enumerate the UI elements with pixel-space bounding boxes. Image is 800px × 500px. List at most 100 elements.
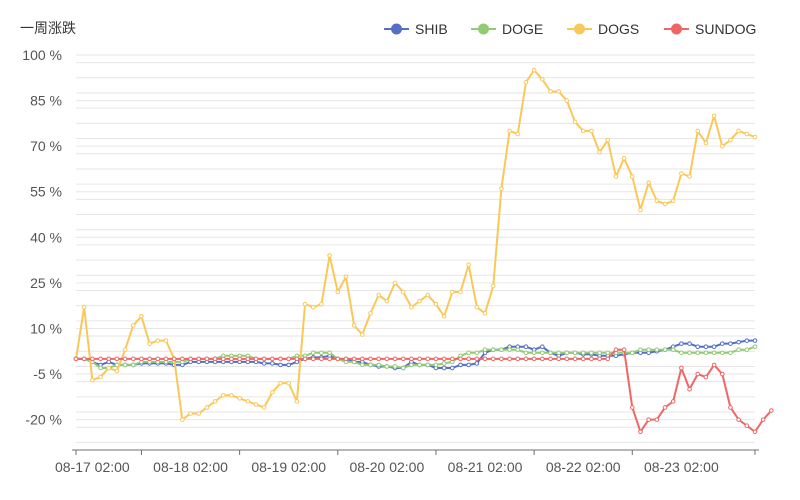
- data-point-doge: [728, 350, 733, 356]
- data-point-doge: [474, 350, 480, 356]
- data-point-dogs: [270, 389, 275, 395]
- data-point-shib: [719, 341, 725, 346]
- data-point-sundog: [670, 399, 676, 404]
- y-tick-label: -5 %: [33, 366, 62, 382]
- data-point-sundog: [351, 356, 357, 362]
- data-point-dogs: [106, 365, 112, 371]
- data-point-dogs: [409, 304, 414, 310]
- data-point-doge: [687, 350, 692, 356]
- data-point-shib: [523, 344, 529, 349]
- data-point-dogs: [122, 347, 128, 353]
- data-point-sundog: [474, 356, 480, 362]
- x-tick-label: 08-18 02:00: [153, 459, 228, 475]
- data-point-dogs: [392, 280, 398, 286]
- data-point-sundog: [744, 423, 750, 428]
- data-point-doge: [744, 347, 750, 353]
- data-point-sundog: [171, 356, 177, 362]
- data-point-dogs: [523, 80, 529, 85]
- data-point-dogs: [613, 174, 619, 179]
- data-point-shib: [466, 362, 471, 368]
- data-point-sundog: [482, 356, 488, 362]
- data-point-sundog: [417, 356, 422, 362]
- data-point-doge: [98, 365, 103, 371]
- legend-marker: [574, 23, 585, 35]
- data-point-dogs: [736, 128, 741, 134]
- data-point-dogs: [572, 119, 578, 125]
- y-tick-label: 40 %: [30, 229, 62, 245]
- data-point-dogs: [188, 411, 193, 416]
- data-point-dogs: [589, 128, 594, 134]
- data-point-sundog: [662, 405, 668, 410]
- data-point-doge: [703, 350, 709, 356]
- data-point-shib: [695, 344, 701, 349]
- data-point-doge: [490, 347, 496, 353]
- data-point-doge: [433, 362, 439, 368]
- data-point-dogs: [147, 341, 152, 346]
- data-point-dogs: [335, 289, 341, 295]
- data-point-doge: [310, 350, 316, 356]
- data-point-sundog: [499, 356, 504, 362]
- data-point-dogs: [368, 310, 373, 316]
- legend-label: DOGE: [502, 21, 543, 37]
- data-point-dogs: [662, 201, 668, 207]
- data-point-dogs: [417, 298, 422, 304]
- data-point-dogs: [425, 292, 431, 298]
- data-point-sundog: [376, 356, 381, 362]
- data-point-sundog: [98, 356, 103, 362]
- data-point-shib: [540, 344, 545, 349]
- data-point-dogs: [679, 171, 684, 176]
- data-point-sundog: [736, 417, 741, 422]
- data-point-sundog: [106, 356, 112, 362]
- data-point-sundog: [572, 356, 578, 362]
- data-point-dogs: [319, 301, 324, 307]
- data-point-sundog: [360, 356, 365, 362]
- data-point-doge: [679, 350, 684, 356]
- data-point-shib: [703, 344, 709, 349]
- axis-layer: 一周涨跌 100 % 85 % 70 % 55 % 40 % 25 % 10 % -5 % -2…: [20, 20, 759, 475]
- data-point-sundog: [114, 356, 120, 362]
- data-point-sundog: [368, 356, 373, 362]
- legend-item-sundog[interactable]: SUNDOG: [664, 21, 756, 37]
- data-point-shib: [458, 362, 463, 368]
- data-point-sundog: [425, 356, 431, 362]
- data-point-doge: [392, 364, 398, 369]
- data-point-sundog: [81, 356, 87, 362]
- data-point-doge: [572, 350, 578, 356]
- data-point-doge: [360, 362, 365, 368]
- legend-marker: [478, 23, 489, 35]
- data-point-dogs: [351, 323, 357, 328]
- data-point-doge: [605, 350, 611, 356]
- data-point-doge: [384, 364, 390, 369]
- data-point-dogs: [580, 128, 586, 134]
- data-point-dogs: [695, 128, 701, 134]
- data-point-dogs: [310, 304, 316, 310]
- data-point-doge: [629, 350, 635, 356]
- data-point-shib: [736, 339, 741, 345]
- data-point-sundog: [548, 356, 553, 362]
- data-point-sundog: [466, 356, 471, 362]
- data-point-sundog: [450, 356, 455, 362]
- data-point-dogs: [400, 289, 406, 295]
- data-point-doge: [752, 344, 758, 349]
- data-point-dogs: [376, 292, 381, 298]
- data-point-sundog: [188, 356, 193, 362]
- legend-item-dogs[interactable]: DOGS: [567, 21, 639, 37]
- data-point-dogs: [212, 399, 218, 404]
- data-point-sundog: [695, 371, 701, 377]
- data-point-dogs: [744, 131, 750, 137]
- data-point-dogs: [490, 283, 496, 289]
- data-point-sundog: [343, 356, 349, 362]
- legend: SHIB DOGE DOGS SUNDOG: [384, 21, 756, 37]
- data-point-dogs: [621, 156, 627, 161]
- x-tick-label: 08-22 02:00: [546, 459, 621, 475]
- data-point-dogs: [719, 143, 725, 149]
- data-point-sundog: [621, 347, 627, 353]
- data-point-dogs: [564, 98, 570, 103]
- y-tick-label: 100 %: [22, 47, 62, 63]
- legend-item-doge[interactable]: DOGE: [471, 21, 543, 37]
- data-point-sundog: [73, 356, 79, 362]
- legend-item-shib[interactable]: SHIB: [384, 21, 448, 37]
- y-tick-label: 85 %: [30, 93, 62, 109]
- data-point-doge: [376, 362, 381, 368]
